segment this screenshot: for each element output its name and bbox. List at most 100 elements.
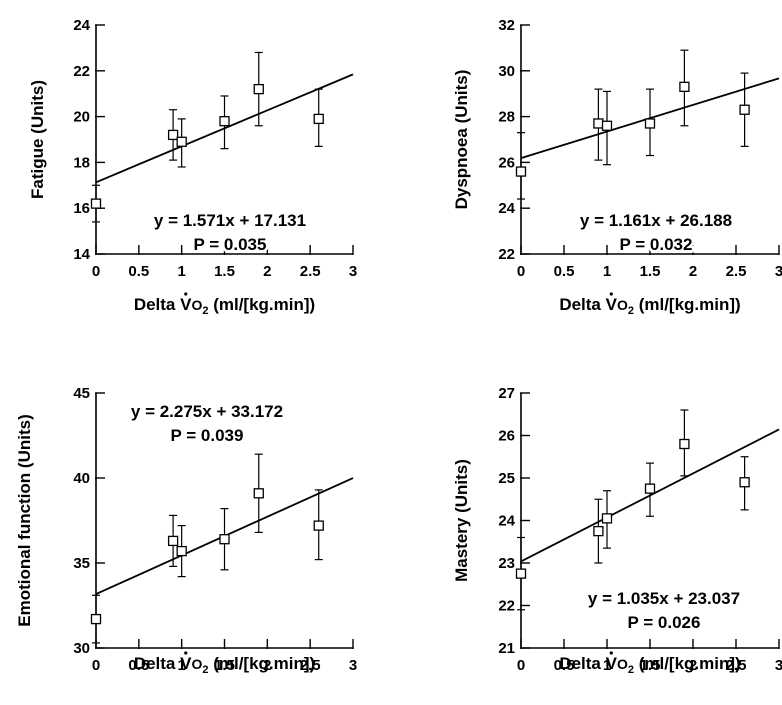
y-tick-label: 18	[73, 154, 90, 171]
data-point	[167, 535, 179, 547]
v-dot	[609, 292, 613, 296]
x-tick-label: 1.5	[640, 657, 661, 674]
y-tick-label: 45	[73, 385, 90, 402]
data-point	[601, 120, 613, 131]
data-point	[176, 545, 187, 557]
y-tick-label: 26	[498, 154, 515, 171]
x-tick-label: 0	[92, 263, 100, 280]
x-tick-label: 2	[263, 263, 271, 280]
data-point	[679, 81, 690, 92]
x-tick-label: 0	[517, 263, 525, 280]
y-tick-label: 14	[73, 246, 90, 263]
x-tick-label: 0.5	[554, 263, 575, 280]
data-point	[176, 136, 187, 147]
v-dot	[184, 292, 188, 296]
y-tick-label: 24	[498, 200, 515, 217]
y-tick-label: 22	[498, 598, 515, 615]
data-point	[313, 520, 324, 531]
data-point	[739, 477, 750, 488]
y-tick-label: 30	[498, 63, 515, 80]
data-point	[515, 568, 527, 579]
x-axis-label: Delta VO2 (ml/[kg.min])	[559, 295, 740, 317]
v-dot	[184, 651, 188, 655]
x-tick-label: 1	[603, 657, 611, 674]
x-tick-label: 2	[689, 657, 697, 674]
x-tick-label: 0.5	[128, 263, 149, 280]
x-axis-label: Delta VO2 (ml/[kg.min])	[134, 295, 315, 317]
y-tick-label: 20	[73, 109, 90, 126]
data-point	[644, 483, 656, 494]
x-tick-label: 2.5	[300, 657, 321, 674]
data-point	[219, 116, 230, 127]
data-point	[515, 166, 527, 177]
x-tick-label: 2.5	[300, 263, 321, 280]
data-point	[644, 118, 656, 129]
data-point	[313, 113, 324, 125]
x-tick-label: 0.5	[128, 657, 149, 674]
y-tick-label: 21	[498, 640, 515, 657]
data-point	[739, 104, 750, 115]
data-point	[90, 613, 102, 625]
x-tick-label: 3	[349, 263, 357, 280]
y-tick-label: 24	[498, 513, 515, 530]
p-value: P = 0.032	[620, 235, 693, 254]
x-tick-label: 3	[775, 263, 782, 280]
v-dot	[609, 651, 613, 655]
y-tick-label: 25	[498, 470, 515, 487]
regression-equation: y = 2.275x + 33.172	[131, 402, 283, 421]
data-point	[167, 129, 179, 141]
y-tick-label: 27	[498, 385, 515, 402]
y-tick-label: 30	[73, 640, 90, 657]
y-axis-label: Dyspnoea (Units)	[452, 70, 471, 210]
x-tick-label: 1	[603, 263, 611, 280]
data-point	[253, 83, 264, 95]
y-tick-label: 28	[498, 109, 515, 126]
y-tick-label: 26	[498, 428, 515, 445]
y-axis-label: Mastery (Units)	[452, 459, 471, 582]
y-tick-label: 16	[73, 200, 90, 217]
x-tick-label: 0	[92, 657, 100, 674]
regression-equation: y = 1.161x + 26.188	[580, 211, 732, 230]
x-tick-label: 2	[263, 657, 271, 674]
panel-4: 21 22 23 24 25 26 27 0 0.5 1 1.5 2 2.5 3 y = 1.035x + …	[452, 385, 782, 676]
p-value: P = 0.039	[171, 426, 244, 445]
regression-equation: y = 1.571x + 17.131	[154, 211, 306, 230]
panel-1: 14 16 18 20 22 24 0 0.5 1 1.5 2 2.5 3 y = 1.571x + 17…	[28, 17, 357, 317]
x-tick-label: 0	[517, 657, 525, 674]
y-tick-label: 22	[73, 63, 90, 80]
data-point	[253, 488, 264, 499]
error-bar	[517, 132, 525, 200]
x-tick-label: 3	[775, 657, 782, 674]
data-point	[593, 525, 604, 537]
y-tick-label: 32	[498, 17, 515, 34]
panel-2: 22 24 26 28 30 32 0 0.5 1 1.5 2 2.5 3 y = 1.161x + 26…	[452, 17, 782, 317]
y-tick-label: 23	[498, 555, 515, 572]
data-point	[679, 438, 690, 450]
panel-3: 30 35 40 45 0 0.5 1 1.5 2 2.5 3 y = 2.275x + 33.172…	[15, 385, 357, 676]
x-tick-label: 1	[177, 263, 185, 280]
data-point	[90, 198, 102, 209]
p-value: P = 0.035	[194, 235, 267, 254]
data-point	[593, 118, 604, 129]
x-axis-label: Delta VO2 (ml/[kg.min])	[559, 654, 740, 676]
regression-equation: y = 1.035x + 23.037	[588, 589, 740, 608]
y-tick-label: 22	[498, 246, 515, 263]
x-tick-label: 1	[177, 657, 185, 674]
y-axis-label: Emotional function (Units)	[15, 414, 34, 626]
data-point	[601, 513, 613, 524]
x-tick-label: 2.5	[726, 657, 747, 674]
x-tick-label: 0.5	[554, 657, 575, 674]
x-tick-label: 1.5	[214, 657, 235, 674]
y-tick-label: 24	[73, 17, 90, 34]
x-tick-label: 1.5	[214, 263, 235, 280]
data-point	[219, 534, 230, 545]
x-tick-label: 3	[349, 657, 357, 674]
y-tick-label: 40	[73, 470, 90, 487]
p-value: P = 0.026	[628, 613, 701, 632]
x-axis-label: Delta VO2 (ml/[kg.min])	[134, 654, 315, 676]
x-tick-label: 2	[689, 263, 697, 280]
y-axis-label: Fatigue (Units)	[28, 80, 47, 199]
y-tick-label: 35	[73, 555, 90, 572]
x-tick-label: 2.5	[726, 263, 747, 280]
